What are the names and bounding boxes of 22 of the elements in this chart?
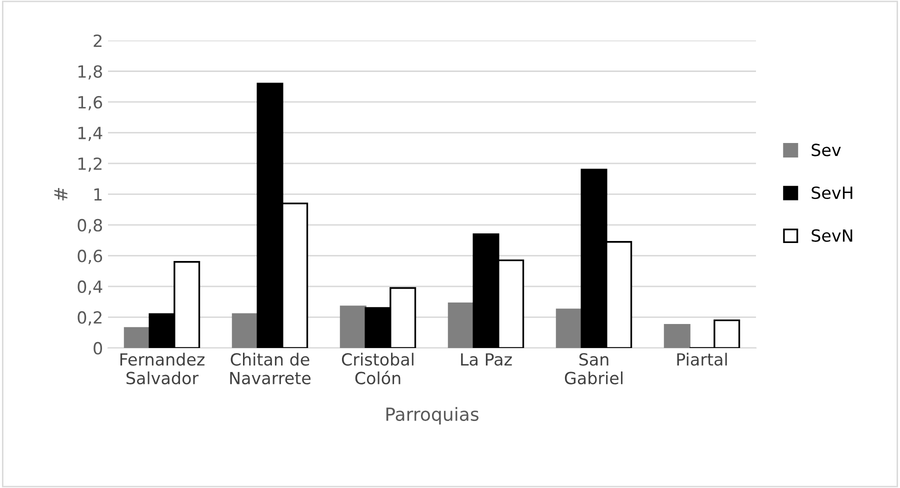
legend-label: SevN <box>812 229 852 242</box>
x-tick-label: Chitan de Navarrete <box>230 352 311 384</box>
legend-label: Sev <box>812 144 841 156</box>
legend-label: SevH <box>812 186 852 200</box>
x-tick-label: San Gabriel <box>564 353 622 384</box>
y-tick-label: 1,4 <box>78 126 102 142</box>
x-axis-title: Parroquias <box>386 407 478 425</box>
y-tick-label: 1,8 <box>78 65 102 80</box>
x-tick-label: Fernandez Salvador <box>120 352 204 384</box>
y-tick-label: 0,2 <box>78 311 102 326</box>
y-tick-label: 0,4 <box>78 280 102 295</box>
y-tick-label: 0 <box>94 342 102 355</box>
y-tick-label: 1,2 <box>78 157 102 172</box>
y-tick-label: 1,6 <box>78 96 102 110</box>
y-tick-label: 2 <box>94 34 102 47</box>
x-tick-label: Piartal <box>677 352 727 366</box>
y-tick-label: 1 <box>94 188 102 201</box>
x-tick-label: La Paz <box>461 353 512 366</box>
y-tick-label: 0,8 <box>78 218 102 234</box>
x-tick-label: Cristobal Colón <box>342 352 414 384</box>
y-tick-label: 0,6 <box>78 250 102 264</box>
y-axis-title: # <box>54 188 68 200</box>
